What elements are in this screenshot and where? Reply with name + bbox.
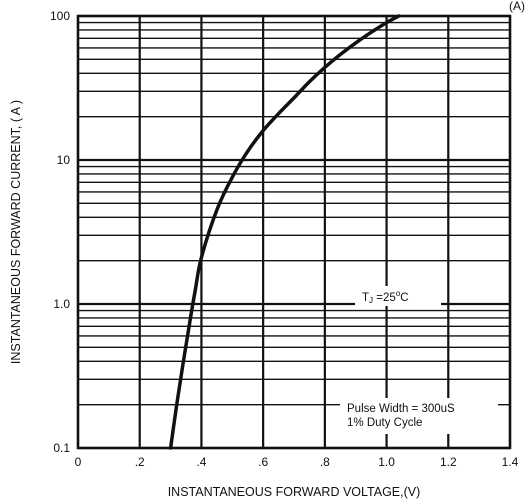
temperature-label-bg [355, 286, 441, 306]
duty-cycle-label: 1% Duty Cycle [347, 417, 422, 429]
x-tick-label: 1.4 [502, 455, 519, 469]
x-axis-label: INSTANTANEOUS FORWARD VOLTAGE,(V) [168, 485, 421, 499]
x-tick-label: .2 [135, 455, 145, 469]
temperature-subscript: J [369, 296, 373, 305]
x-tick-label: .6 [258, 455, 268, 469]
major-grid [76, 14, 512, 450]
y-tick-label: 10 [57, 153, 71, 167]
minor-grid [78, 21, 510, 406]
y-tick-label: 100 [50, 9, 70, 23]
forward-characteristic-curve [168, 14, 401, 450]
plot-frame [76, 14, 512, 450]
y-tick-label: 1.0 [53, 297, 70, 311]
x-tick-label: .4 [196, 455, 206, 469]
temperature-label: TJ =25oC [362, 289, 409, 305]
x-tick-label: 1.0 [378, 455, 395, 469]
x-tick-label: 0 [75, 455, 82, 469]
corner-mark: (A) [509, 0, 525, 13]
series-group [168, 14, 401, 450]
x-tick-labels: 0 .2 .4 .6 .8 1.0 1.2 1.4 [75, 455, 519, 469]
pulse-label-bg [340, 398, 498, 434]
y-tick-labels: 0.1 1.0 10 100 [50, 9, 70, 455]
y-axis-label: INSTANTANEOUS FORWARD CURRENT, ( A ) [9, 100, 23, 364]
x-tick-label: .8 [320, 455, 330, 469]
x-tick-label: 1.2 [440, 455, 457, 469]
y-tick-label: 0.1 [53, 441, 70, 455]
temperature-superscript: o [396, 289, 401, 298]
pulse-width-label: Pulse Width = 300uS [347, 403, 455, 415]
